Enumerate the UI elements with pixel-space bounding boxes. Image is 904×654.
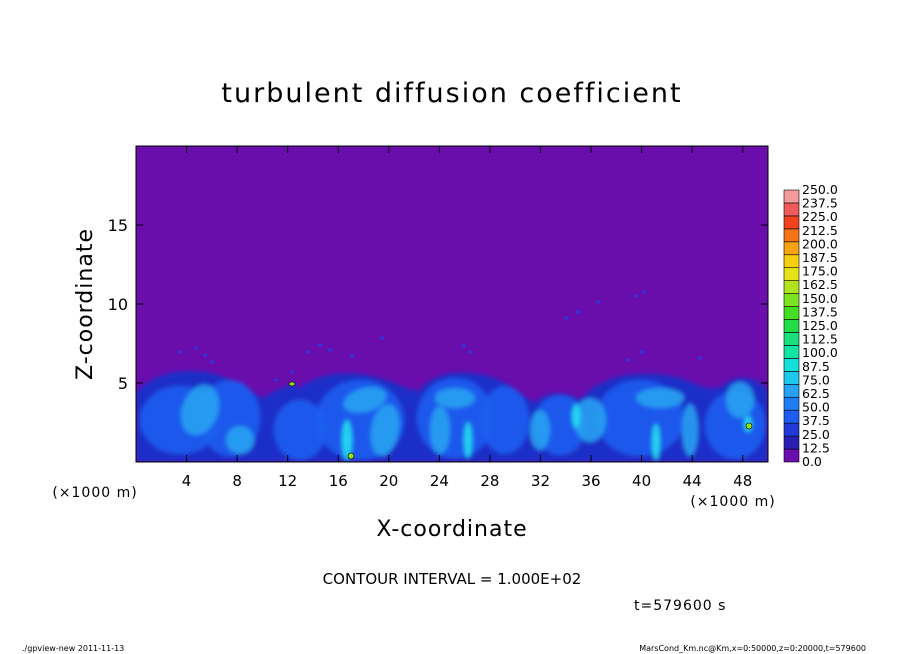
colorbar: 0.012.525.037.550.062.575.087.5100.0112.… [783, 182, 838, 469]
x-tick-label: 4 [182, 472, 192, 490]
colorbar-swatch [783, 383, 800, 398]
colorbar-label: 50.0 [802, 400, 830, 415]
x-tick-label: 36 [581, 472, 600, 490]
x-axis-label: X-coordinate [376, 517, 527, 542]
colorbar-label: 87.5 [802, 359, 830, 374]
y-tick-label: 10 [108, 295, 128, 314]
colorbar-label: 162.5 [802, 277, 838, 292]
colorbar-label: 12.5 [802, 440, 830, 455]
colorbar-label: 75.0 [802, 372, 830, 387]
x-tick-label: 12 [278, 472, 297, 490]
colorbar-label: 150.0 [802, 291, 838, 306]
colorbar-swatch [783, 267, 800, 281]
x-tick-label: 20 [379, 472, 398, 490]
colorbar-swatch [783, 409, 800, 424]
y-axis-label: Z-coordinate [73, 228, 98, 380]
colorbar-label: 237.5 [802, 196, 838, 211]
colorbar-swatch [783, 435, 800, 450]
x-unit-left: (×1000 m) [52, 485, 137, 501]
colorbar-swatch [783, 189, 800, 204]
footer-left: ./gpview-new 2011-11-13 [22, 644, 124, 653]
x-tick-label: 24 [430, 472, 449, 490]
x-tick-label: 40 [632, 472, 651, 490]
colorbar-label: 37.5 [802, 413, 830, 428]
y-tick-label: 5 [118, 374, 128, 393]
colorbar-label: 137.5 [802, 304, 838, 319]
colorbar-swatch [783, 332, 800, 346]
colorbar-label: 200.0 [802, 236, 838, 251]
chart-title: turbulent diffusion coefficient [221, 78, 682, 109]
colorbar-label: 25.0 [802, 427, 830, 442]
colorbar-swatch [783, 202, 800, 217]
colorbar-label: 100.0 [802, 345, 838, 360]
colorbar-swatch [783, 448, 800, 463]
colorbar-label: 0.0 [802, 454, 822, 469]
y-axis: 5 10 15 [108, 216, 768, 393]
diffusion-field [136, 290, 768, 462]
x-tick-label: 44 [683, 472, 702, 490]
x-tick-label: 28 [480, 472, 499, 490]
colorbar-swatch [783, 215, 800, 230]
colorbar-label: 212.5 [802, 223, 838, 238]
y-tick-label: 15 [108, 216, 128, 235]
time-label: t=579600 s [634, 598, 726, 614]
colorbar-swatch [783, 228, 800, 243]
colorbar-label: 175.0 [802, 264, 838, 279]
colorbar-swatch [783, 280, 800, 294]
colorbar-swatch [783, 319, 800, 333]
colorbar-label: 250.0 [802, 182, 838, 197]
colorbar-swatch [783, 396, 800, 411]
colorbar-swatch [783, 293, 800, 307]
x-tick-label: 8 [232, 472, 242, 490]
colorbar-swatch [783, 422, 800, 437]
colorbar-swatch [783, 306, 800, 320]
colorbar-label: 62.5 [802, 386, 830, 401]
colorbar-label: 112.5 [802, 332, 838, 347]
colorbar-swatch [783, 371, 800, 385]
colorbar-label: 125.0 [802, 318, 838, 333]
colorbar-swatch [783, 241, 800, 256]
colorbar-swatch [783, 358, 800, 372]
colorbar-label: 187.5 [802, 250, 838, 265]
colorbar-label: 225.0 [802, 209, 838, 224]
x-axis: 4 8 12 16 20 24 28 32 36 40 44 48 [182, 146, 752, 490]
footer-right: MarsCond_Km.nc@Km,x=0:50000,z=0:20000,t=… [639, 644, 866, 653]
colorbar-swatch [783, 345, 800, 359]
colorbar-swatch [783, 254, 800, 269]
x-unit-right: (×1000 m) [690, 494, 775, 510]
x-tick-label: 16 [329, 472, 348, 490]
contour-interval: CONTOUR INTERVAL = 1.000E+02 [323, 570, 582, 588]
x-tick-label: 32 [531, 472, 550, 490]
x-tick-label: 48 [733, 472, 752, 490]
